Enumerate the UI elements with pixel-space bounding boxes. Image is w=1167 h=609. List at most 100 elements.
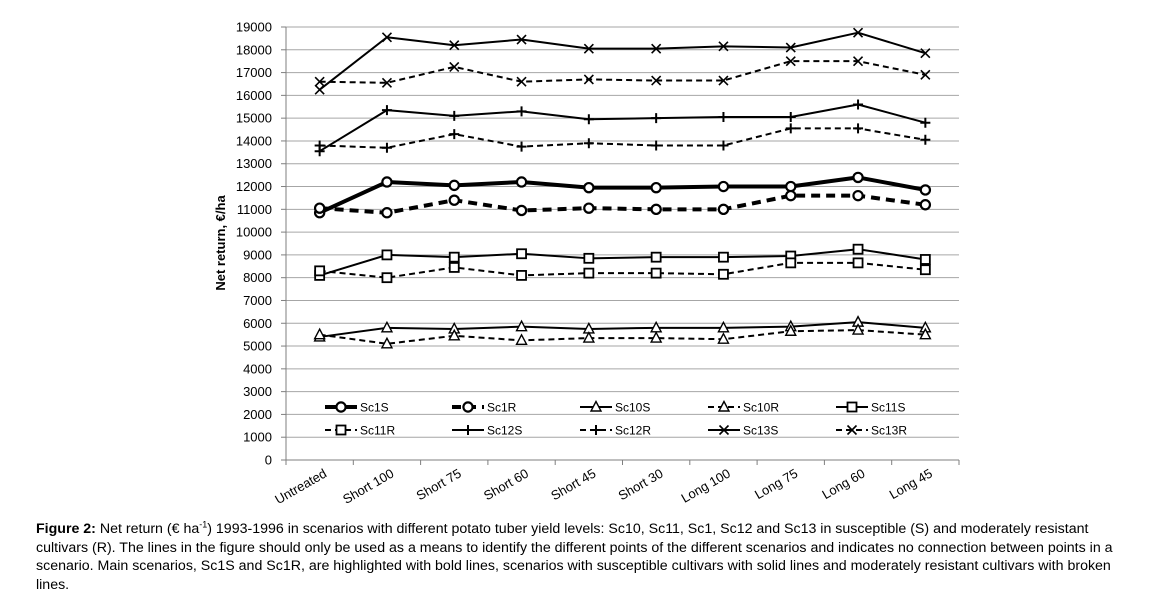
y-tick-label: 15000 — [236, 111, 272, 126]
data-point — [314, 265, 326, 277]
series-line — [318, 175, 926, 215]
data-point — [852, 243, 864, 255]
data-point — [583, 267, 595, 279]
legend-label: Sc13S — [743, 424, 778, 438]
series-sc1r — [313, 189, 932, 219]
data-point — [852, 257, 864, 269]
data-point — [920, 117, 931, 128]
x-tick-label: Short 30 — [616, 466, 666, 504]
legend-item-sc12s: Sc12S — [452, 424, 522, 438]
legend-label: Sc12S — [487, 424, 522, 438]
data-point — [853, 99, 864, 110]
gridlines — [286, 26, 959, 438]
data-point — [851, 323, 865, 335]
data-point — [583, 202, 595, 214]
y-axis-label: Net return, €/ha — [213, 195, 228, 291]
data-point — [462, 401, 474, 413]
data-point — [785, 42, 796, 53]
data-point — [651, 140, 662, 151]
data-point — [516, 106, 527, 117]
y-tick-label: 14000 — [236, 133, 272, 148]
series-sc11r — [314, 257, 931, 284]
data-point — [583, 181, 595, 194]
data-point — [852, 171, 864, 184]
data-point — [583, 74, 594, 85]
data-point — [920, 134, 931, 145]
data-point — [449, 110, 460, 121]
legend-item-sc11r: Sc11R — [325, 424, 395, 438]
line-chart: 0 1000 2000 3000 4000 5000 6000 7000 8000 9000 100… — [213, 20, 960, 508]
data-point — [785, 123, 796, 134]
data-point — [448, 251, 460, 263]
y-tick-label: 1000 — [243, 430, 272, 445]
caption-superscript: -1 — [199, 519, 208, 530]
y-tick-label: 17000 — [236, 65, 272, 80]
x-tick-label: Long 60 — [819, 466, 867, 502]
data-point — [313, 327, 326, 340]
y-tick-label: 0 — [265, 453, 272, 468]
data-point — [381, 142, 392, 153]
data-point — [718, 140, 729, 151]
data-point — [717, 332, 730, 344]
data-point — [785, 189, 797, 202]
x-tick-label: Long 100 — [678, 466, 732, 506]
data-point — [785, 180, 797, 193]
caption-text-start: Net return (€ ha — [95, 521, 200, 537]
series-line — [319, 60, 926, 84]
data-point — [785, 112, 796, 123]
y-tick-label: 5000 — [243, 339, 272, 354]
legend-item-sc13r: Sc13R — [836, 424, 907, 438]
data-point — [380, 320, 394, 333]
series-line — [319, 329, 926, 345]
data-point — [852, 27, 864, 38]
data-point — [920, 69, 931, 80]
series-sc12r — [314, 123, 931, 153]
y-tick-label: 8000 — [243, 270, 272, 285]
data-point — [335, 424, 347, 436]
legend-item-sc13s: Sc13S — [708, 424, 778, 438]
legend-label: Sc12R — [615, 424, 651, 438]
data-point — [516, 34, 527, 45]
data-point — [649, 331, 663, 343]
y-tick-label: 6000 — [243, 316, 272, 331]
series-sc11s — [314, 243, 931, 281]
data-point — [919, 264, 931, 276]
x-tick-label: Short 100 — [340, 466, 396, 507]
y-tick-label: 3000 — [243, 384, 272, 399]
series-line — [319, 103, 926, 153]
data-point — [650, 267, 662, 279]
data-point — [919, 254, 931, 265]
data-point — [381, 77, 393, 88]
x-tick-label: Untreated — [272, 466, 329, 508]
x-tick-label: Short 75 — [414, 466, 464, 504]
y-tick-label: 16000 — [236, 88, 272, 103]
data-point — [380, 336, 394, 349]
data-point — [718, 268, 729, 280]
legend-item-sc10s: Sc10S — [580, 399, 650, 415]
y-tick-label: 7000 — [243, 293, 272, 308]
data-point — [314, 140, 325, 151]
data-point — [785, 257, 797, 269]
legend-label: Sc1S — [360, 401, 389, 415]
legend-item-sc1s: Sc1S — [325, 401, 389, 415]
data-point — [717, 320, 730, 333]
series-line — [319, 193, 926, 215]
data-point — [381, 176, 393, 188]
legend-item-sc12r: Sc12R — [580, 424, 651, 438]
y-tick-label: 4000 — [243, 361, 272, 376]
data-point — [919, 184, 932, 196]
series-line — [319, 127, 926, 149]
data-point — [381, 272, 393, 284]
data-point — [650, 251, 662, 263]
legend: Sc1S Sc1R Sc10S Sc10R Sc11S Sc11R Sc12S Sc12R Sc… — [325, 399, 907, 438]
data-point — [516, 248, 527, 260]
data-point — [853, 123, 864, 134]
data-point — [449, 40, 460, 51]
data-point — [718, 75, 729, 86]
data-point — [846, 401, 858, 413]
series-sc13s — [314, 27, 931, 95]
legend-label: Sc11R — [360, 424, 395, 438]
data-point — [448, 328, 461, 341]
series-lines — [313, 27, 932, 349]
